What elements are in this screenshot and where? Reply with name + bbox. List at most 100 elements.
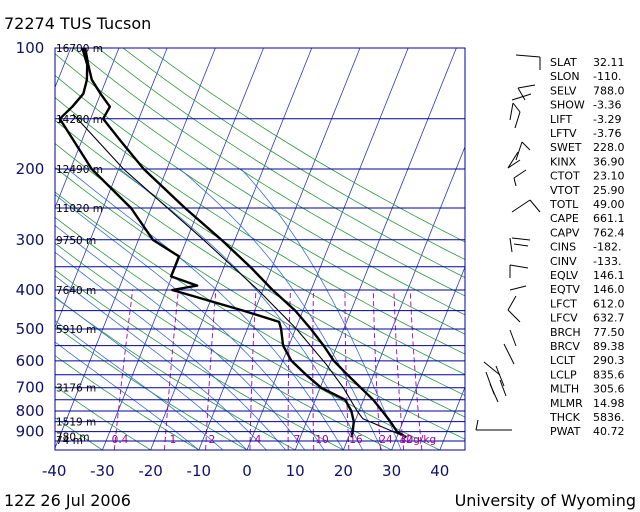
- index-value: 5836.: [593, 411, 625, 424]
- isotherm-line: [198, 48, 361, 450]
- mixing-ratio-label: 24: [379, 434, 393, 446]
- index-value: 632.7: [593, 312, 625, 325]
- isotherm-line: [294, 48, 457, 450]
- index-value: 290.3: [593, 354, 625, 367]
- height-label: 9750 m: [56, 235, 96, 247]
- height-label: 14280 m: [56, 114, 103, 126]
- mixing-ratio-label: 32: [399, 434, 412, 446]
- height-label: 74 m: [56, 435, 83, 447]
- index-name: SWET: [550, 141, 582, 154]
- index-name: LFCT: [550, 297, 577, 310]
- temperature-tick-label: -10: [187, 462, 212, 480]
- height-label: 5910 m: [56, 324, 96, 336]
- index-value: 89.38: [593, 340, 625, 353]
- height-label: 3176 m: [56, 383, 96, 395]
- mixing-ratio-line: [205, 289, 217, 450]
- sounding-profiles: [58, 48, 407, 439]
- index-value: -3.36: [593, 99, 621, 112]
- mixing-ratio-label: 4: [255, 434, 262, 446]
- pressure-tick-label: 800: [16, 402, 45, 420]
- index-name: BRCV: [550, 340, 580, 353]
- index-name: VTOT: [550, 184, 580, 197]
- index-value: 762.4: [593, 226, 625, 239]
- isotherm-line: [102, 48, 264, 450]
- temperature-tick-label: 0: [242, 462, 252, 480]
- parcel-profile: [72, 113, 407, 438]
- index-value: 788.0: [593, 84, 625, 97]
- index-value: 14.98: [593, 397, 625, 410]
- isobars: [55, 47, 465, 451]
- moist-adiabat: [55, 224, 306, 450]
- observation-time: 12Z 26 Jul 2006: [4, 491, 131, 510]
- mixing-ratio-label: 1: [170, 434, 177, 446]
- dry-adiabat: [55, 269, 344, 450]
- isotherm-line: [55, 48, 168, 329]
- mixing-ratio-label: 0.4: [112, 434, 129, 446]
- index-name: EQLV: [550, 269, 579, 282]
- index-value: 146.1: [593, 269, 625, 282]
- index-value: -182.: [593, 241, 621, 254]
- temperature-tick-label: -40: [42, 462, 67, 480]
- pressure-tick-label: 100: [16, 39, 45, 57]
- pressure-tick-label: 300: [16, 231, 45, 249]
- pressure-tick-label: 400: [16, 281, 45, 299]
- index-value: -3.29: [593, 113, 621, 126]
- dry-adiabat: [55, 74, 465, 335]
- mixing-ratio-label: 40g/kg: [400, 434, 436, 446]
- index-name: LCLT: [550, 354, 575, 367]
- index-value: 146.0: [593, 283, 625, 296]
- index-name: TOTL: [549, 198, 579, 211]
- index-value: -133.: [593, 255, 621, 268]
- index-name: THCK: [549, 411, 581, 424]
- temperature-tick-label: -20: [138, 462, 163, 480]
- temperature-tick-label: 40: [430, 462, 449, 480]
- pressure-tick-label: 700: [16, 379, 45, 397]
- pressure-tick-label: 600: [16, 352, 45, 370]
- isotherm-line: [343, 145, 465, 450]
- mixing-ratio-line: [393, 289, 405, 450]
- index-value: -3.76: [593, 127, 621, 140]
- temperature-tick-label: 20: [334, 462, 353, 480]
- index-name: SHOW: [550, 99, 585, 112]
- index-name: LFCV: [550, 312, 578, 325]
- source-credit: University of Wyoming: [455, 491, 636, 510]
- index-value: -110.: [593, 70, 621, 83]
- index-name: EQTV: [550, 283, 580, 296]
- pressure-tick-label: 200: [16, 160, 45, 178]
- temperature-tick-label: 30: [382, 462, 401, 480]
- index-value: 835.6: [593, 368, 625, 381]
- index-name: PWAT: [550, 425, 581, 438]
- pressure-tick-label: 900: [16, 423, 45, 441]
- index-name: MLTH: [550, 383, 579, 396]
- index-name: CAPE: [550, 212, 579, 225]
- isotherm-line: [391, 265, 465, 450]
- mixing-ratio-label: 10: [315, 434, 328, 446]
- height-label: 11020 m: [56, 203, 103, 215]
- index-name: CAPV: [550, 226, 580, 239]
- stability-indices: SLAT 32.11 SLON -110. SELV 788.0 SHOW -3.36 LIFT…: [549, 56, 625, 438]
- index-value: 49.00: [593, 198, 625, 211]
- index-name: LFTV: [550, 127, 577, 140]
- dewpoint-profile: [58, 48, 355, 438]
- mixing-ratio-label: 2: [209, 434, 216, 446]
- height-label: 7640 m: [56, 285, 96, 297]
- index-name: CINS: [550, 241, 576, 254]
- height-label: 12490 m: [56, 164, 103, 176]
- plot-frame: [54, 47, 466, 451]
- index-name: SLON: [550, 70, 580, 83]
- height-label: 1519 m: [56, 417, 96, 429]
- index-name: SLAT: [550, 56, 577, 69]
- index-value: 36.90: [593, 155, 625, 168]
- index-name: KINX: [550, 155, 577, 168]
- index-value: 661.1: [593, 212, 625, 225]
- index-value: 77.50: [593, 326, 625, 339]
- mixing-ratio-line: [409, 289, 423, 450]
- index-value: 23.10: [593, 170, 625, 183]
- mixing-ratio-label: 16: [349, 434, 363, 446]
- index-value: 305.6: [593, 383, 625, 396]
- pressure-tick-label: 500: [16, 320, 45, 338]
- mixing-ratio-line: [312, 289, 315, 450]
- mixing-ratio-label: 7: [294, 434, 301, 446]
